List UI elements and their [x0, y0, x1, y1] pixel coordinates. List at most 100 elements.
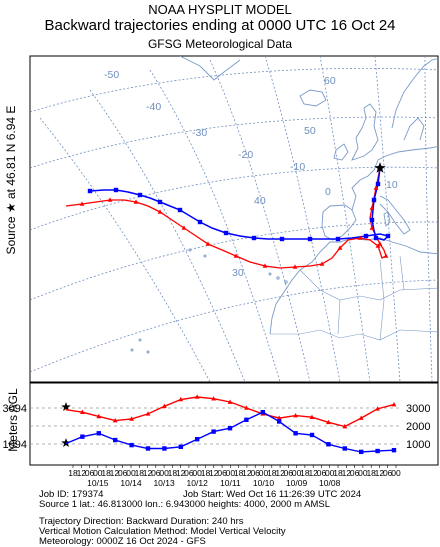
- time-hour-label: 06: [350, 468, 360, 478]
- coastlines: [130, 56, 438, 354]
- trajectory-marker: [107, 197, 113, 202]
- height-point: [260, 409, 265, 415]
- time-hour-label: 12: [143, 468, 153, 478]
- height-gridlines: [30, 407, 402, 445]
- lon-label-minus10: -10: [290, 161, 305, 173]
- height-point: [358, 415, 364, 420]
- trajectory-marker: [87, 188, 93, 194]
- trajectory-marker: [262, 263, 268, 268]
- height-point: [375, 448, 380, 454]
- meteorology-info: Meteorology: 0000Z 16 Oct 2024 - GFS: [39, 536, 206, 547]
- time-axis: 1812060018120600181206001812060018120600…: [68, 465, 401, 488]
- trajectory-marker: [383, 253, 389, 258]
- date-label: 10/13: [153, 478, 175, 488]
- height-point: [293, 412, 298, 418]
- trajectory-marker: [137, 192, 143, 198]
- trajectory-marker: [377, 241, 383, 246]
- left-value-1094: 1094: [3, 439, 27, 451]
- time-hour-label: 00: [358, 468, 368, 478]
- time-hour-label: 12: [375, 468, 385, 478]
- height-point: [277, 419, 282, 424]
- trajectory-marker: [233, 253, 239, 258]
- time-hour-label: 06: [383, 468, 393, 478]
- height-point: [309, 432, 315, 438]
- time-hour-label: 06: [85, 468, 95, 478]
- time-hour-label: 12: [110, 468, 120, 478]
- lat-label-40: 40: [254, 195, 266, 207]
- date-label: 10/15: [87, 478, 109, 488]
- height-point: [227, 399, 233, 404]
- height-point: [342, 423, 348, 429]
- trajectory-marker: [133, 199, 139, 204]
- height-point: [244, 405, 249, 410]
- height-point: [145, 411, 151, 416]
- trajectory-marker: [373, 235, 379, 241]
- trajectory-marker: [375, 243, 381, 248]
- time-hour-label: 18: [201, 468, 211, 478]
- lon-label-minus20: -20: [238, 149, 253, 161]
- time-hour-label: 00: [259, 468, 269, 478]
- height-point: [162, 446, 167, 451]
- date-label: 10/08: [319, 478, 341, 488]
- height-point: [129, 416, 134, 421]
- right-tick-3000: 3000: [406, 403, 430, 415]
- time-hour-label: 18: [300, 468, 310, 478]
- trajectory-marker: [357, 235, 363, 240]
- height-point: [391, 447, 397, 453]
- lon-label-minus50: -50: [104, 69, 119, 81]
- job-id: Job ID: 179374: [39, 489, 104, 500]
- time-hour-label: 06: [217, 468, 227, 478]
- model-title: NOAA HYSPLIT MODEL: [148, 2, 292, 17]
- date-label: 10/14: [120, 478, 142, 488]
- trajectory-4000m-markers: [79, 165, 389, 269]
- height-point: [80, 434, 85, 439]
- source-info: Source 1 lat.: 46.813000 lon.: 6.943000 …: [39, 499, 331, 510]
- trajectory-marker: [371, 197, 377, 203]
- trajectory-marker: [307, 236, 313, 242]
- height-point: [96, 431, 101, 436]
- time-hour-label: 12: [275, 468, 285, 478]
- time-hour-label: 00: [226, 468, 236, 478]
- left-value-3094: 3094: [3, 403, 27, 415]
- height-point: [227, 426, 233, 431]
- trajectory-marker: [369, 225, 375, 230]
- trajectory-marker: [181, 225, 187, 230]
- time-hour-label: 18: [234, 468, 244, 478]
- time-hour-label: 18: [168, 468, 178, 478]
- height-point: [113, 437, 118, 443]
- trajectory-2000m-markers: [87, 165, 391, 242]
- height-series: [65, 394, 397, 455]
- trajectory-direction: Trajectory Direction: Backward Duration:…: [39, 516, 244, 527]
- height-point: [244, 417, 249, 422]
- trajectory-marker: [157, 199, 163, 205]
- time-hour-label: 06: [284, 468, 294, 478]
- trajectory-title: Backward trajectories ending at 0000 UTC…: [44, 17, 396, 34]
- time-hour-label: 00: [391, 468, 401, 478]
- lon-label-minus30: -30: [192, 127, 207, 139]
- height-point: [145, 446, 151, 451]
- lat-label-30: 30: [232, 267, 244, 279]
- lon-label-0: 0: [325, 186, 331, 198]
- time-hour-label: 06: [151, 468, 161, 478]
- time-hour-label: 12: [176, 468, 186, 478]
- trajectory-marker: [279, 236, 285, 242]
- map-frame: [29, 55, 439, 383]
- height-point: [309, 414, 315, 420]
- lon-label-minus40: -40: [146, 101, 161, 113]
- trajectory-2000m-line: [89, 167, 390, 241]
- trajectory-marker: [335, 236, 341, 242]
- time-hour-label: 18: [101, 468, 111, 478]
- trajectory-marker: [369, 205, 375, 210]
- vertical-motion-method: Vertical Motion Calculation Method: Mode…: [39, 526, 286, 537]
- time-hour-label: 12: [342, 468, 352, 478]
- lat-label-50: 50: [304, 125, 316, 137]
- time-hour-label: 06: [317, 468, 327, 478]
- trajectory-marker: [292, 264, 298, 269]
- height-point: [195, 437, 200, 442]
- trajectory-marker: [369, 217, 375, 223]
- height-point: [80, 409, 85, 414]
- time-hour-label: 18: [135, 468, 145, 478]
- time-hour-label: 12: [308, 468, 318, 478]
- time-hour-label: 12: [209, 468, 219, 478]
